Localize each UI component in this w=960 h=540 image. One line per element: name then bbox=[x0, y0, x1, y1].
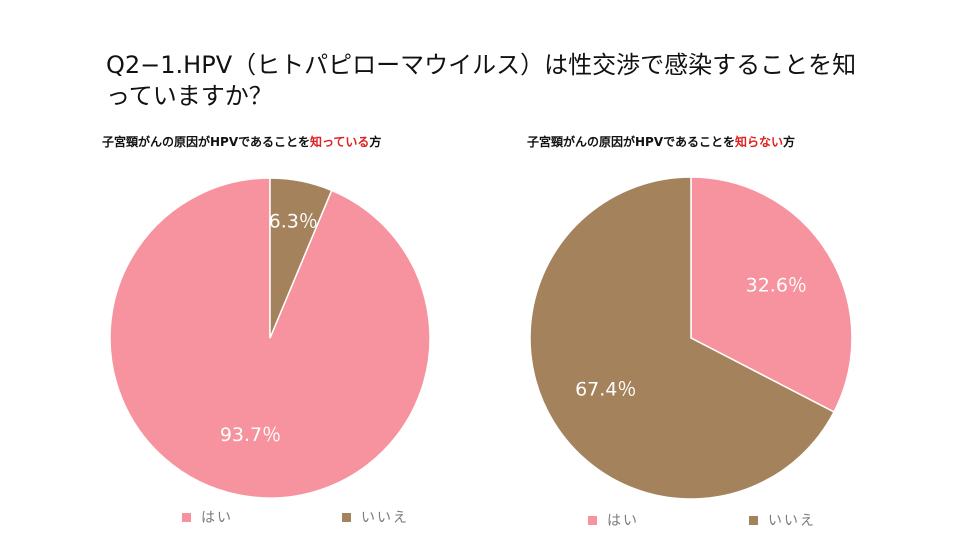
legend-item-iie: いいえ bbox=[342, 507, 409, 527]
subtitle-text: 子宮頸がんの原因がHPVであることを bbox=[527, 135, 736, 149]
legend-item-hai: はい bbox=[588, 510, 639, 530]
subtitle-highlight: 知らない bbox=[735, 135, 784, 149]
legend-item-hai: はい bbox=[182, 507, 233, 527]
legend-label-iie: いいえ bbox=[768, 513, 816, 529]
data-label: 67.4％ bbox=[575, 378, 636, 400]
legend-item-iie: いいえ bbox=[749, 510, 816, 530]
pie-slice-iie bbox=[269, 177, 333, 339]
legend-swatch-hai bbox=[182, 512, 191, 522]
legend-label-iie: いいえ bbox=[361, 510, 409, 526]
legend-swatch-iie bbox=[749, 515, 758, 525]
subtitle-suffix: 方 bbox=[369, 135, 382, 149]
subtitle-suffix: 方 bbox=[783, 135, 796, 149]
data-label: 6.3％ bbox=[269, 210, 318, 232]
chart-subtitle-known: 子宮頸がんの原因がHPVであることを知っている方 bbox=[102, 133, 381, 150]
chart-subtitle-unknown: 子宮頸がんの原因がHPVであることを知らない方 bbox=[527, 133, 795, 150]
subtitle-highlight: 知っている bbox=[310, 135, 370, 149]
pie-slice-iie bbox=[529, 176, 836, 500]
legend-swatch-hai bbox=[588, 515, 597, 525]
legend-swatch-iie bbox=[342, 512, 351, 522]
subtitle-text: 子宮頸がんの原因がHPVであることを bbox=[102, 135, 311, 149]
legend-label-hai: はい bbox=[201, 510, 233, 526]
question-title: Q2−1.HPV（ヒトパピローマウイルス）は性交渉で感染することを知っていますか… bbox=[106, 51, 857, 110]
pie-slice-hai bbox=[690, 176, 853, 414]
legend-label-hai: はい bbox=[607, 513, 639, 529]
data-label: 93.7％ bbox=[220, 424, 281, 446]
data-label: 32.6％ bbox=[746, 275, 807, 297]
